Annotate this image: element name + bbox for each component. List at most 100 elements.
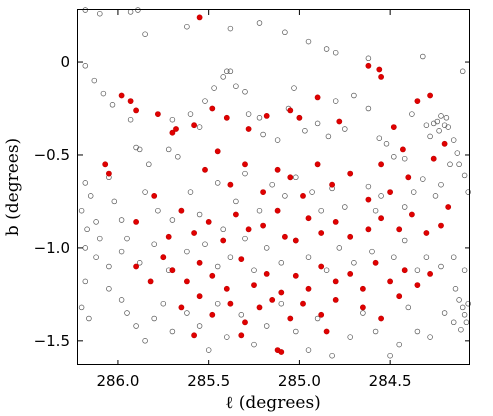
open-point xyxy=(93,219,99,225)
open-point xyxy=(233,83,239,89)
filled-point xyxy=(251,282,257,288)
filled-point xyxy=(196,14,203,21)
open-point xyxy=(396,341,402,348)
filled-point xyxy=(160,254,167,261)
open-point xyxy=(169,328,176,335)
y-tick-label: −0.5 xyxy=(34,146,70,164)
filled-point xyxy=(196,293,203,300)
filled-point xyxy=(154,111,161,117)
open-point xyxy=(342,204,348,210)
open-point xyxy=(97,10,103,17)
open-point xyxy=(342,126,348,132)
filled-point xyxy=(209,272,216,279)
open-point xyxy=(372,207,379,214)
filled-point xyxy=(399,146,406,153)
filled-point xyxy=(359,304,366,311)
filled-point xyxy=(287,315,294,322)
open-point xyxy=(323,46,330,52)
filled-point xyxy=(169,129,176,136)
filled-point xyxy=(378,74,384,80)
filled-point xyxy=(287,174,294,181)
open-point xyxy=(136,260,143,266)
filled-point xyxy=(332,296,339,303)
open-point xyxy=(196,124,203,130)
filled-point xyxy=(202,166,208,173)
open-point xyxy=(242,170,248,177)
open-point xyxy=(82,245,89,251)
open-point xyxy=(214,300,221,307)
filled-point xyxy=(191,122,197,129)
open-point xyxy=(220,226,226,233)
open-point xyxy=(256,115,263,121)
x-tick-label: 285.5 xyxy=(187,372,230,390)
open-point xyxy=(434,118,441,125)
open-point xyxy=(245,111,252,117)
open-point xyxy=(187,111,194,117)
open-point xyxy=(414,328,421,335)
filled-point xyxy=(414,98,421,104)
filled-point xyxy=(256,304,263,311)
filled-point xyxy=(347,233,354,240)
open-point xyxy=(278,300,285,307)
open-point xyxy=(423,122,430,128)
open-point xyxy=(202,241,208,247)
open-point xyxy=(256,20,263,26)
filled-point xyxy=(178,304,185,311)
open-point xyxy=(220,74,226,80)
filled-point xyxy=(292,237,299,244)
open-point xyxy=(84,226,90,233)
open-point xyxy=(438,263,444,270)
filled-point xyxy=(427,92,433,99)
open-point xyxy=(432,193,439,199)
open-point xyxy=(214,180,221,186)
filled-point xyxy=(378,315,384,322)
filled-point xyxy=(376,66,383,73)
filled-point xyxy=(205,218,212,225)
open-point xyxy=(202,98,208,104)
filled-point xyxy=(209,105,216,112)
filled-point xyxy=(133,263,139,270)
open-point xyxy=(151,241,157,247)
open-point xyxy=(461,267,468,273)
filled-point xyxy=(332,218,339,225)
open-point xyxy=(332,49,339,56)
filled-point xyxy=(359,285,366,292)
open-point xyxy=(459,68,466,75)
open-point xyxy=(405,304,412,311)
open-point xyxy=(383,141,390,147)
filled-point xyxy=(118,92,125,99)
filled-point xyxy=(430,155,437,162)
open-point xyxy=(175,154,181,160)
open-point xyxy=(160,300,167,307)
open-point xyxy=(169,217,176,223)
open-point xyxy=(278,260,285,266)
open-point xyxy=(227,68,234,75)
filled-point xyxy=(332,278,339,285)
y-tick-label: 0 xyxy=(60,53,70,71)
open-point xyxy=(293,328,299,335)
filled-point xyxy=(102,161,109,168)
filled-point xyxy=(178,207,185,214)
open-point xyxy=(365,183,372,190)
open-point xyxy=(420,176,426,182)
open-point xyxy=(309,189,315,195)
filled-point xyxy=(232,211,239,218)
filled-point xyxy=(300,300,306,307)
open-point xyxy=(325,133,332,140)
filled-point xyxy=(414,282,421,288)
filled-point xyxy=(151,192,158,199)
open-point xyxy=(87,193,94,199)
filled-point xyxy=(242,161,248,168)
open-point xyxy=(184,310,190,316)
open-point xyxy=(97,235,103,242)
open-point xyxy=(461,172,468,179)
open-point xyxy=(438,113,444,119)
filled-point xyxy=(191,230,197,236)
filled-point xyxy=(438,222,444,229)
open-point xyxy=(242,89,248,95)
open-point xyxy=(118,297,125,303)
filled-point xyxy=(209,311,216,318)
open-point xyxy=(401,155,408,162)
open-point xyxy=(184,248,190,255)
filled-point xyxy=(405,174,412,181)
